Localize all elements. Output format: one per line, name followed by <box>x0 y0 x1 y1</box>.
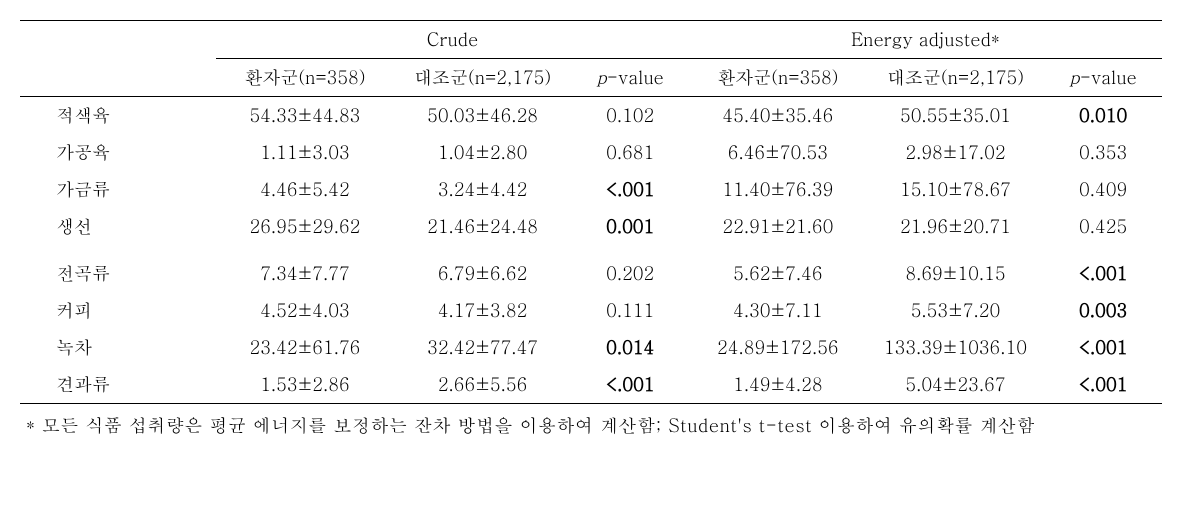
adj-control-cell: 8.69±10.15 <box>867 255 1045 292</box>
row-label: 커피 <box>20 292 216 329</box>
crude-case-cell: 1.53±2.86 <box>216 366 394 404</box>
crude-case-cell: 4.46±5.42 <box>216 171 394 208</box>
adj-case-cell: 1.49±4.28 <box>689 366 867 404</box>
row-label: 전곡류 <box>20 255 216 292</box>
spacer-row <box>20 245 1162 255</box>
table-row: 가금류4.46±5.423.24±4.42<.00111.40±76.3915.… <box>20 171 1162 208</box>
adj-case-cell: 45.40±35.46 <box>689 97 867 135</box>
table-row: 생선26.95±29.6221.46±24.480.00122.91±21.60… <box>20 208 1162 245</box>
header-crude-control: 대조군(n=2,175) <box>394 59 572 97</box>
adj-pvalue-cell: 0.010 <box>1044 97 1162 135</box>
header-blank-2 <box>20 59 216 97</box>
crude-pvalue-cell: 0.111 <box>571 292 689 329</box>
table-container: Crude Energy adjusted* 환자군(n=358) 대조군(n=… <box>20 20 1162 447</box>
crude-pvalue-cell: 0.001 <box>571 208 689 245</box>
table-row: 적색육54.33±44.8350.03±46.280.10245.40±35.4… <box>20 97 1162 135</box>
crude-case-cell: 54.33±44.83 <box>216 97 394 135</box>
crude-pvalue-cell: 0.014 <box>571 329 689 366</box>
table-row: 전곡류7.34±7.776.79±6.620.2025.62±7.468.69±… <box>20 255 1162 292</box>
adj-control-cell: 15.10±78.67 <box>867 171 1045 208</box>
adj-pvalue-cell: <.001 <box>1044 255 1162 292</box>
row-label: 녹차 <box>20 329 216 366</box>
header-adjusted: Energy adjusted* <box>689 21 1162 59</box>
adj-case-cell: 24.89±172.56 <box>689 329 867 366</box>
adj-control-cell: 133.39±1036.10 <box>867 329 1045 366</box>
crude-case-cell: 23.42±61.76 <box>216 329 394 366</box>
adj-case-cell: 5.62±7.46 <box>689 255 867 292</box>
crude-control-cell: 4.17±3.82 <box>394 292 572 329</box>
crude-control-cell: 50.03±46.28 <box>394 97 572 135</box>
header-adj-pvalue: p-value <box>1044 59 1162 97</box>
crude-control-cell: 1.04±2.80 <box>394 134 572 171</box>
crude-case-cell: 1.11±3.03 <box>216 134 394 171</box>
row-label: 적색육 <box>20 97 216 135</box>
adj-case-cell: 6.46±70.53 <box>689 134 867 171</box>
crude-control-cell: 32.42±77.47 <box>394 329 572 366</box>
crude-case-cell: 26.95±29.62 <box>216 208 394 245</box>
header-adj-control: 대조군(n=2,175) <box>867 59 1045 97</box>
crude-control-cell: 6.79±6.62 <box>394 255 572 292</box>
adj-pvalue-cell: <.001 <box>1044 366 1162 404</box>
crude-case-cell: 7.34±7.77 <box>216 255 394 292</box>
table-row: 커피4.52±4.034.17±3.820.1114.30±7.115.53±7… <box>20 292 1162 329</box>
header-row-sub: 환자군(n=358) 대조군(n=2,175) p-value 환자군(n=35… <box>20 59 1162 97</box>
header-row-groups: Crude Energy adjusted* <box>20 21 1162 59</box>
row-label: 가금류 <box>20 171 216 208</box>
adj-control-cell: 2.98±17.02 <box>867 134 1045 171</box>
adj-pvalue-cell: 0.409 <box>1044 171 1162 208</box>
header-blank <box>20 21 216 59</box>
p-suffix-1: -value <box>607 65 664 90</box>
crude-pvalue-cell: 0.202 <box>571 255 689 292</box>
row-label: 가공육 <box>20 134 216 171</box>
crude-case-cell: 4.52±4.03 <box>216 292 394 329</box>
adj-pvalue-cell: 0.353 <box>1044 134 1162 171</box>
crude-control-cell: 21.46±24.48 <box>394 208 572 245</box>
header-crude-case: 환자군(n=358) <box>216 59 394 97</box>
data-table: Crude Energy adjusted* 환자군(n=358) 대조군(n=… <box>20 20 1162 404</box>
p-suffix-2: -value <box>1080 65 1137 90</box>
adj-pvalue-cell: 0.425 <box>1044 208 1162 245</box>
adj-case-cell: 22.91±21.60 <box>689 208 867 245</box>
table-row: 가공육1.11±3.031.04±2.800.6816.46±70.532.98… <box>20 134 1162 171</box>
adj-control-cell: 50.55±35.01 <box>867 97 1045 135</box>
p-italic-1: p <box>596 65 606 90</box>
crude-control-cell: 3.24±4.42 <box>394 171 572 208</box>
header-crude: Crude <box>216 21 689 59</box>
row-label: 생선 <box>20 208 216 245</box>
crude-pvalue-cell: 0.102 <box>571 97 689 135</box>
crude-pvalue-cell: <.001 <box>571 171 689 208</box>
adj-control-cell: 21.96±20.71 <box>867 208 1045 245</box>
adj-control-cell: 5.53±7.20 <box>867 292 1045 329</box>
table-row: 견과류1.53±2.862.66±5.56<.0011.49±4.285.04±… <box>20 366 1162 404</box>
crude-pvalue-cell: 0.681 <box>571 134 689 171</box>
spacer-cell <box>20 245 1162 255</box>
adj-case-cell: 11.40±76.39 <box>689 171 867 208</box>
table-footnote: * 모든 식품 섭취량은 평균 에너지를 보정하는 잔차 방법을 이용하여 계산… <box>20 404 1162 447</box>
row-label: 견과류 <box>20 366 216 404</box>
adj-case-cell: 4.30±7.11 <box>689 292 867 329</box>
crude-control-cell: 2.66±5.56 <box>394 366 572 404</box>
crude-pvalue-cell: <.001 <box>571 366 689 404</box>
adj-pvalue-cell: 0.003 <box>1044 292 1162 329</box>
table-row: 녹차23.42±61.7632.42±77.470.01424.89±172.5… <box>20 329 1162 366</box>
adj-control-cell: 5.04±23.67 <box>867 366 1045 404</box>
header-adj-case: 환자군(n=358) <box>689 59 867 97</box>
header-crude-pvalue: p-value <box>571 59 689 97</box>
p-italic-2: p <box>1069 65 1079 90</box>
adj-pvalue-cell: <.001 <box>1044 329 1162 366</box>
